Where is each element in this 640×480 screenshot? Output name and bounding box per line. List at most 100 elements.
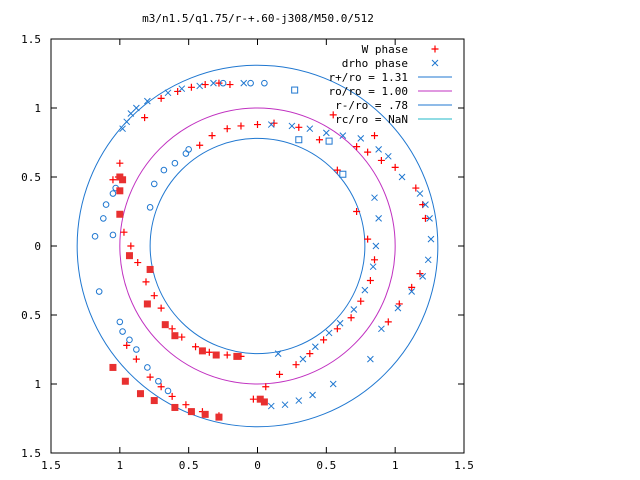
point-0-54 xyxy=(292,361,300,369)
point-4-8 xyxy=(171,332,179,340)
point-2-22 xyxy=(109,231,117,239)
point-4-12 xyxy=(109,363,117,371)
circle-1 xyxy=(119,107,396,385)
point-4-21 xyxy=(256,395,264,403)
point-0-9 xyxy=(168,325,176,333)
point-0-41 xyxy=(377,156,385,164)
point-2-10 xyxy=(144,364,151,371)
point-3-2 xyxy=(295,136,303,144)
point-2-2 xyxy=(100,215,107,222)
point-1-12 xyxy=(306,125,314,133)
point-1-41 xyxy=(336,319,344,327)
point-0-15 xyxy=(123,341,131,349)
point-0-3 xyxy=(120,228,128,236)
point-1-26 xyxy=(394,304,402,312)
point-2-7 xyxy=(119,328,126,335)
point-2-11 xyxy=(155,377,162,385)
chart-title: m3/n1.5/q1.75/r-+.60-j308/M50.0/512 xyxy=(142,12,374,25)
point-1-4 xyxy=(144,97,151,105)
point-0-25 xyxy=(174,87,182,95)
point-4-15 xyxy=(150,397,158,405)
point-1-5 xyxy=(164,89,172,97)
point-2-16 xyxy=(171,159,179,167)
point-1-0 xyxy=(119,125,126,133)
point-1-7 xyxy=(196,82,204,90)
point-0-52 xyxy=(320,336,328,344)
point-1-18 xyxy=(398,173,406,181)
point-4-9 xyxy=(198,347,206,355)
point-0-1 xyxy=(109,176,117,184)
point-0-37 xyxy=(315,136,323,144)
point-0-40 xyxy=(364,148,372,156)
point-0-46 xyxy=(364,235,372,243)
point-1-24 xyxy=(419,273,427,280)
point-1-13 xyxy=(322,129,330,137)
legend-symbol-0 xyxy=(431,45,439,53)
point-0-49 xyxy=(357,297,365,305)
point-2-18 xyxy=(185,146,192,153)
point-2-8 xyxy=(126,336,133,344)
point-0-10 xyxy=(178,333,186,341)
point-3-3 xyxy=(325,137,333,145)
point-2-1 xyxy=(95,288,103,295)
point-4-13 xyxy=(121,377,129,385)
point-3-0 xyxy=(291,86,299,94)
point-0-4 xyxy=(127,242,135,250)
point-1-33 xyxy=(267,402,275,410)
point-2-21 xyxy=(261,79,268,87)
point-0-27 xyxy=(201,81,209,89)
x-tick-label-1: 1 xyxy=(117,459,124,472)
y-tick-label-0: 1.5 xyxy=(21,33,41,46)
point-2-19 xyxy=(219,79,227,87)
circle-2 xyxy=(149,137,366,355)
point-0-8 xyxy=(157,304,165,312)
point-1-15 xyxy=(357,135,365,142)
point-0-13 xyxy=(223,351,231,359)
data-points xyxy=(91,79,435,421)
point-0-53 xyxy=(306,350,314,358)
point-1-29 xyxy=(329,380,337,388)
point-1-10 xyxy=(267,121,275,128)
point-1-19 xyxy=(416,190,424,197)
point-0-39 xyxy=(353,143,361,151)
point-4-3 xyxy=(116,210,124,218)
x-tick-label-0: 1.5 xyxy=(41,459,61,472)
point-2-20 xyxy=(247,79,254,87)
point-1-27 xyxy=(378,325,385,333)
point-1-34 xyxy=(274,350,282,357)
y-tick-label-4: 0.5 xyxy=(21,309,41,322)
point-0-42 xyxy=(391,163,399,171)
point-4-2 xyxy=(116,187,124,195)
point-0-63 xyxy=(329,111,337,119)
point-1-22 xyxy=(427,235,435,243)
point-0-32 xyxy=(223,125,231,133)
point-4-4 xyxy=(125,252,133,260)
axis-ticks: 1.5 1 0.5 0 0.5 1 1.51.510.500.511.5 xyxy=(21,33,474,472)
legend-symbol-1 xyxy=(431,59,439,67)
point-0-6 xyxy=(142,278,150,286)
legend-label-3: ro/ro = 1.00 xyxy=(329,85,408,98)
x-tick-label-5: 1 xyxy=(392,459,399,472)
point-4-16 xyxy=(171,403,179,411)
point-3-1 xyxy=(339,170,347,178)
point-1-44 xyxy=(299,355,307,363)
point-2-6 xyxy=(116,318,124,326)
point-0-19 xyxy=(168,392,176,400)
point-1-40 xyxy=(350,306,358,313)
legend-label-4: r-/ro = .78 xyxy=(335,99,408,112)
point-0-12 xyxy=(205,348,213,356)
point-0-20 xyxy=(182,401,190,409)
point-1-37 xyxy=(372,242,380,250)
point-1-17 xyxy=(384,152,392,160)
point-0-58 xyxy=(408,283,416,291)
point-0-36 xyxy=(295,123,303,131)
point-0-24 xyxy=(157,94,165,102)
point-2-14 xyxy=(150,180,158,188)
point-0-57 xyxy=(249,395,257,403)
point-4-14 xyxy=(136,390,144,398)
point-4-18 xyxy=(201,410,209,418)
point-2-9 xyxy=(133,346,140,353)
point-4-6 xyxy=(143,300,151,308)
point-0-7 xyxy=(150,292,158,300)
